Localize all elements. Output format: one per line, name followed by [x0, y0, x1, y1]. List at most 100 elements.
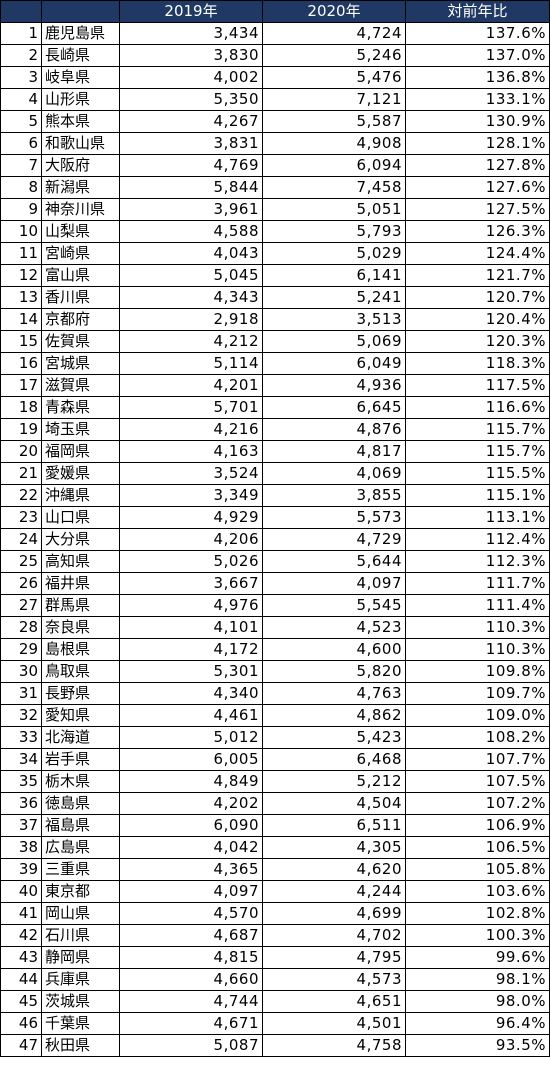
ratio-cell: 120.4%: [405, 308, 550, 331]
rank-cell: 38: [0, 836, 42, 859]
value-2020-cell: 5,476: [262, 66, 406, 89]
value-2019-cell: 4,163: [119, 440, 263, 463]
value-2019-cell: 4,206: [119, 528, 263, 551]
rank-cell: 1: [0, 22, 42, 45]
table-body: 1 鹿児島県 3,434 4,724 137.6% 2 長崎県 3,830 5,246 137.0…: [0, 22, 550, 1057]
rank-cell: 2: [0, 44, 42, 67]
rank-cell: 34: [0, 748, 42, 771]
ratio-cell: 117.5%: [405, 374, 550, 397]
value-2019-cell: 2,918: [119, 308, 263, 331]
table-row: 43 静岡県 4,815 4,795 99.6%: [0, 946, 550, 969]
value-2020-cell: 4,573: [262, 968, 406, 991]
table-row: 27 群馬県 4,976 5,545 111.4%: [0, 594, 550, 617]
prefecture-cell: 鳥取県: [41, 660, 120, 683]
rank-cell: 45: [0, 990, 42, 1013]
value-2019-cell: 5,114: [119, 352, 263, 375]
prefecture-cell: 北海道: [41, 726, 120, 749]
value-2020-cell: 4,724: [262, 22, 406, 45]
ratio-cell: 127.5%: [405, 198, 550, 221]
rank-cell: 10: [0, 220, 42, 243]
rank-cell: 37: [0, 814, 42, 837]
ratio-cell: 100.3%: [405, 924, 550, 947]
table-row: 37 福島県 6,090 6,511 106.9%: [0, 814, 550, 837]
rank-cell: 16: [0, 352, 42, 375]
ratio-cell: 106.5%: [405, 836, 550, 859]
table-row: 1 鹿児島県 3,434 4,724 137.6%: [0, 22, 550, 45]
table-row: 20 福岡県 4,163 4,817 115.7%: [0, 440, 550, 463]
ratio-cell: 128.1%: [405, 132, 550, 155]
table-row: 18 青森県 5,701 6,645 116.6%: [0, 396, 550, 419]
prefecture-cell: 鹿児島県: [41, 22, 120, 45]
value-2020-cell: 4,523: [262, 616, 406, 639]
ratio-cell: 112.4%: [405, 528, 550, 551]
table-row: 30 鳥取県 5,301 5,820 109.8%: [0, 660, 550, 683]
rank-cell: 9: [0, 198, 42, 221]
prefecture-cell: 長崎県: [41, 44, 120, 67]
rank-cell: 19: [0, 418, 42, 441]
value-2019-cell: 4,660: [119, 968, 263, 991]
ratio-cell: 111.4%: [405, 594, 550, 617]
rank-cell: 28: [0, 616, 42, 639]
value-2019-cell: 3,349: [119, 484, 263, 507]
table-row: 16 宮城県 5,114 6,049 118.3%: [0, 352, 550, 375]
rank-cell: 4: [0, 88, 42, 111]
prefecture-cell: 山形県: [41, 88, 120, 111]
ratio-cell: 112.3%: [405, 550, 550, 573]
value-2020-cell: 4,876: [262, 418, 406, 441]
table-row: 45 茨城県 4,744 4,651 98.0%: [0, 990, 550, 1013]
value-2020-cell: 6,049: [262, 352, 406, 375]
prefecture-cell: 福岡県: [41, 440, 120, 463]
value-2020-cell: 5,051: [262, 198, 406, 221]
prefecture-cell: 宮城県: [41, 352, 120, 375]
value-2020-cell: 5,029: [262, 242, 406, 265]
rank-cell: 8: [0, 176, 42, 199]
value-2019-cell: 4,343: [119, 286, 263, 309]
rank-cell: 47: [0, 1034, 42, 1057]
rank-cell: 29: [0, 638, 42, 661]
ratio-cell: 126.3%: [405, 220, 550, 243]
value-2020-cell: 5,644: [262, 550, 406, 573]
prefecture-cell: 滋賀県: [41, 374, 120, 397]
ratio-cell: 130.9%: [405, 110, 550, 133]
prefecture-cell: 沖縄県: [41, 484, 120, 507]
ratio-cell: 118.3%: [405, 352, 550, 375]
prefecture-cell: 青森県: [41, 396, 120, 419]
ratio-cell: 102.8%: [405, 902, 550, 925]
prefecture-cell: 栃木県: [41, 770, 120, 793]
ratio-cell: 115.7%: [405, 418, 550, 441]
prefecture-cell: 大阪府: [41, 154, 120, 177]
ratio-cell: 98.1%: [405, 968, 550, 991]
prefecture-cell: 千葉県: [41, 1012, 120, 1035]
rank-cell: 32: [0, 704, 42, 727]
ratio-cell: 103.6%: [405, 880, 550, 903]
table-row: 15 佐賀県 4,212 5,069 120.3%: [0, 330, 550, 353]
header-2019: 2019年: [119, 0, 263, 23]
value-2020-cell: 4,763: [262, 682, 406, 705]
value-2020-cell: 5,423: [262, 726, 406, 749]
table-row: 33 北海道 5,012 5,423 108.2%: [0, 726, 550, 749]
value-2019-cell: 4,588: [119, 220, 263, 243]
ratio-cell: 113.1%: [405, 506, 550, 529]
rank-cell: 21: [0, 462, 42, 485]
table-row: 28 奈良県 4,101 4,523 110.3%: [0, 616, 550, 639]
value-2020-cell: 5,246: [262, 44, 406, 67]
table-row: 24 大分県 4,206 4,729 112.4%: [0, 528, 550, 551]
ratio-cell: 99.6%: [405, 946, 550, 969]
value-2020-cell: 5,573: [262, 506, 406, 529]
value-2020-cell: 4,600: [262, 638, 406, 661]
ratio-cell: 111.7%: [405, 572, 550, 595]
value-2019-cell: 5,026: [119, 550, 263, 573]
table-row: 4 山形県 5,350 7,121 133.1%: [0, 88, 550, 111]
value-2020-cell: 6,511: [262, 814, 406, 837]
table-row: 32 愛知県 4,461 4,862 109.0%: [0, 704, 550, 727]
table-row: 34 岩手県 6,005 6,468 107.7%: [0, 748, 550, 771]
ratio-cell: 136.8%: [405, 66, 550, 89]
ratio-cell: 110.3%: [405, 616, 550, 639]
value-2019-cell: 6,090: [119, 814, 263, 837]
table-row: 3 岐阜県 4,002 5,476 136.8%: [0, 66, 550, 89]
header-row: 2019年 2020年 対前年比: [0, 0, 550, 23]
value-2019-cell: 3,434: [119, 22, 263, 45]
rank-cell: 41: [0, 902, 42, 925]
ratio-cell: 108.2%: [405, 726, 550, 749]
prefecture-cell: 新潟県: [41, 176, 120, 199]
